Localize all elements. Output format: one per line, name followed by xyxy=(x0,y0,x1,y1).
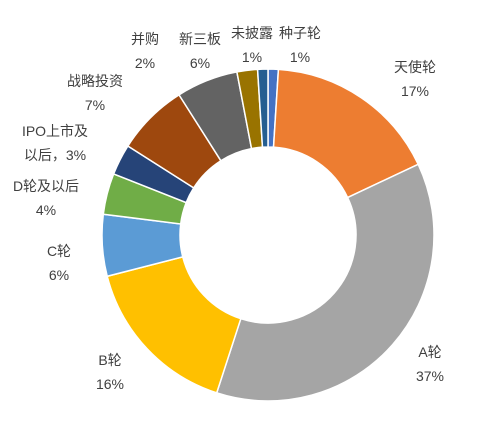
slice-2 xyxy=(215,163,435,402)
slice-label-5-line-0: D轮及以后 xyxy=(13,178,79,194)
slice-label-10-line-0: 未披露 xyxy=(231,25,273,41)
slice-label-0-line-0: 种子轮 xyxy=(279,25,321,41)
slice-3 xyxy=(106,255,242,394)
slice-label-3-line-1: 16% xyxy=(96,376,124,392)
slice-label-8-line-1: 6% xyxy=(190,55,210,71)
slice-10 xyxy=(256,68,269,148)
donut-labels: 种子轮 1% 天使轮 17% A轮 37% B轮 16% C轮 6% D轮及以后 4% IPO上市及以后… xyxy=(13,25,444,392)
slice-label-0-line-1: 1% xyxy=(290,49,310,65)
slice-label-2-line-1: 37% xyxy=(416,368,444,384)
slice-label-6-line-1: 以后，3% xyxy=(24,147,86,163)
donut-slices xyxy=(101,68,435,402)
slice-label-2-line-0: A轮 xyxy=(418,344,441,360)
slice-label-1-line-1: 17% xyxy=(401,83,429,99)
slice-label-5-line-1: 4% xyxy=(36,202,56,218)
slice-label-7-line-1: 7% xyxy=(85,97,105,113)
slice-label-4-line-0: C轮 xyxy=(47,243,71,259)
slice-label-8-line-0: 新三板 xyxy=(179,31,221,47)
slice-label-1-line-0: 天使轮 xyxy=(394,59,436,75)
slice-label-6-line-0: IPO上市及 xyxy=(22,123,88,139)
slice-label-9-line-1: 2% xyxy=(135,55,155,71)
slice-label-7-line-0: 战略投资 xyxy=(67,73,123,89)
slice-label-3-line-0: B轮 xyxy=(98,352,121,368)
slice-label-9-line-0: 并购 xyxy=(131,31,159,47)
slice-label-4-line-1: 6% xyxy=(49,267,69,283)
slice-label-10-line-1: 1% xyxy=(242,49,262,65)
